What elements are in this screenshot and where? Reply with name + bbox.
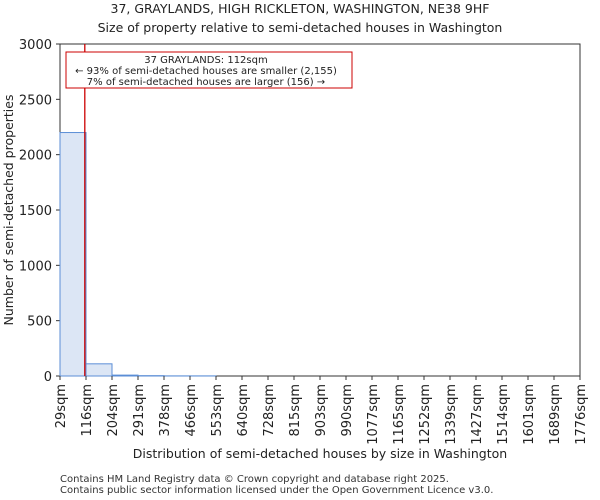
chart-title: 37, GRAYLANDS, HIGH RICKLETON, WASHINGTO… — [110, 1, 490, 16]
chart-subtitle: Size of property relative to semi-detach… — [97, 20, 503, 35]
annotation-line: 7% of semi-detached houses are larger (1… — [87, 77, 325, 88]
x-tick-label: 204sqm — [106, 384, 121, 437]
x-tick-label: 291sqm — [132, 384, 147, 437]
x-tick-label: 1165sqm — [392, 384, 407, 445]
histogram-bar — [85, 363, 113, 377]
y-axis-label: Number of semi-detached properties — [1, 95, 16, 326]
x-tick-label: 1514sqm — [496, 384, 511, 445]
histogram-bar — [111, 374, 139, 377]
x-tick-label: 116sqm — [80, 384, 95, 437]
x-tick-label: 1339sqm — [444, 384, 459, 445]
x-tick-label: 1427sqm — [470, 384, 485, 445]
x-axis-label: Distribution of semi-detached houses by … — [133, 446, 507, 461]
footer-copyright: Contains HM Land Registry data © Crown c… — [60, 474, 449, 485]
x-tick-label: 1689sqm — [548, 384, 563, 445]
annotation-line: ← 93% of semi-detached houses are smalle… — [75, 66, 337, 77]
x-tick-label: 466sqm — [184, 384, 199, 437]
histogram-chart: 0 500 1000 1500 2000 2500 3000 29sqm 116sqm 204sq… — [1, 38, 589, 461]
x-tick-label: 1601sqm — [522, 384, 537, 445]
x-tick-label: 29sqm — [54, 384, 69, 428]
x-tick-label: 378sqm — [158, 384, 173, 437]
histogram-bar — [59, 132, 87, 377]
x-tick-label: 1776sqm — [574, 384, 589, 445]
y-tick-label: 500 — [27, 315, 52, 330]
y-tick-label: 2000 — [19, 149, 52, 164]
x-tick-label: 1252sqm — [418, 384, 433, 445]
footer-licence: Contains public sector information licen… — [60, 485, 494, 496]
y-tick-label: 3000 — [19, 38, 52, 53]
x-tick-label: 640sqm — [236, 384, 251, 437]
y-tick-label: 2500 — [19, 93, 52, 108]
y-tick-label: 0 — [44, 370, 52, 385]
x-tick-label: 553sqm — [210, 384, 225, 437]
plot-frame — [59, 43, 581, 377]
x-tick-label: 728sqm — [262, 384, 277, 437]
annotation-box — [65, 51, 353, 89]
x-tick-label: 815sqm — [288, 384, 303, 437]
y-tick-label: 1000 — [19, 259, 52, 274]
x-tick-label: 903sqm — [314, 384, 329, 437]
annotation-line: 37 GRAYLANDS: 112sqm — [144, 55, 267, 66]
y-tick-label: 1500 — [19, 204, 52, 219]
x-tick-label: 990sqm — [340, 384, 355, 437]
x-tick-label: 1077sqm — [366, 384, 381, 445]
